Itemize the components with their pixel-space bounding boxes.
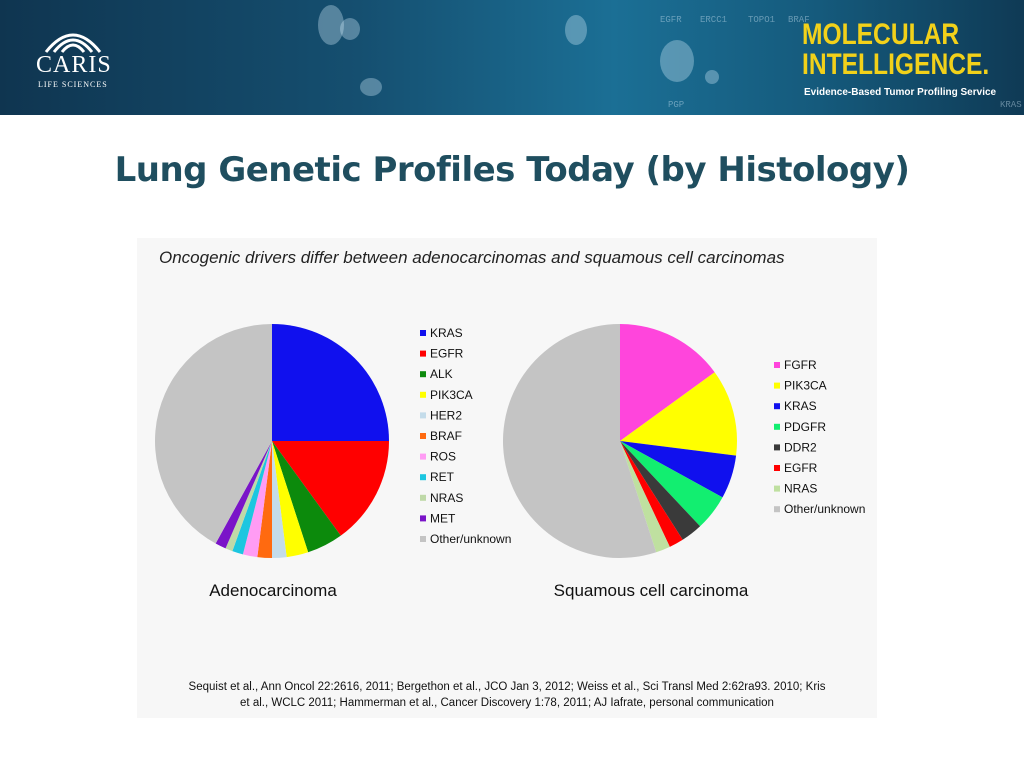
pie-slice-egfr <box>620 441 683 547</box>
legend-label: PIK3CA <box>784 379 827 393</box>
gene-label: EGFR <box>660 15 682 25</box>
legend-swatch <box>420 330 426 336</box>
pie-slice-other-unknown <box>154 324 272 544</box>
figure-caption: Oncogenic drivers differ between adenoca… <box>159 248 785 267</box>
legend-label: Other/unknown <box>784 502 865 516</box>
pie-slice-pdgfr <box>620 441 723 527</box>
legend-label: NRAS <box>784 482 817 496</box>
logo-tagline: LIFE SCIENCES <box>38 80 108 89</box>
legend-swatch <box>420 515 426 522</box>
pie-slice-fgfr <box>620 324 715 441</box>
legend-swatch <box>774 444 780 451</box>
brand-subtitle: Evidence-Based Tumor Profiling Service <box>804 87 997 98</box>
pie-slice-alk <box>272 441 341 553</box>
legend-label: KRAS <box>430 326 463 340</box>
pie-slice-ros <box>242 441 272 558</box>
pie-slice-braf <box>257 441 272 558</box>
legend-swatch <box>420 412 426 419</box>
references-line-1: Sequist et al., Ann Oncol 22:2616, 2011;… <box>188 681 826 693</box>
gene-label: ERCC1 <box>700 15 728 25</box>
pie-slice-nras <box>225 441 272 552</box>
header-banner: EGFR ERCC1 TOPO1 BRAF KRAS PGP CARIS LIF… <box>0 0 1024 115</box>
legend-label: BRAF <box>430 429 462 443</box>
legend-label: PIK3CA <box>430 388 473 402</box>
legend-swatch <box>774 403 780 410</box>
legend-label: FGFR <box>784 358 817 372</box>
pie-slice-egfr <box>272 441 389 536</box>
pie-slice-ddr2 <box>620 441 701 540</box>
legend-label: Other/unknown <box>430 532 511 546</box>
legend-swatch <box>420 536 426 542</box>
legend-label: ROS <box>430 450 456 464</box>
legend-label: MET <box>430 511 456 525</box>
pie-slice-pik3ca <box>272 441 309 558</box>
legend-label: NRAS <box>430 491 463 505</box>
brand-title-line1: MOLECULAR <box>802 18 960 51</box>
pie-slice-kras <box>272 324 389 441</box>
legend-swatch <box>420 391 426 398</box>
gene-label: PGP <box>668 100 685 110</box>
legend-swatch <box>774 465 780 471</box>
pie-slice-her2 <box>272 441 287 558</box>
brand-title-line2: INTELLIGENCE. <box>802 48 990 81</box>
legend-swatch <box>774 423 780 430</box>
legend-label: PDGFR <box>784 420 826 434</box>
pie-slice-pik3ca <box>620 372 737 456</box>
pie-slice-ret <box>232 441 272 555</box>
pie-slice-met <box>215 441 272 549</box>
slide-title: Lung Genetic Profiles Today (by Histolog… <box>114 150 910 190</box>
gene-label: KRAS <box>1000 100 1022 110</box>
pie-charts: KRAS EGFR ALK PIK3CA HER2 BRAF ROS RET NRAS MET Ot… <box>154 324 865 600</box>
pie-slice-kras <box>620 441 737 498</box>
pie-slice-other-unknown <box>503 324 657 558</box>
pie-chart-label: Squamous cell carcinoma <box>554 581 749 600</box>
legend-swatch <box>420 494 426 501</box>
logo-wordmark: CARIS <box>36 52 112 78</box>
legend-swatch <box>774 362 780 368</box>
pie-chart-label: Adenocarcinoma <box>209 581 337 600</box>
legend-swatch <box>774 382 780 389</box>
brand-title: MOLECULAR INTELLIGENCE. <box>802 20 989 80</box>
legend-swatch <box>420 453 426 460</box>
gene-label: BRAF <box>788 15 810 25</box>
legend-swatch <box>774 485 780 492</box>
caris-arc-icon <box>44 33 102 53</box>
legend-swatch <box>774 506 780 513</box>
legend-label: RET <box>430 470 455 484</box>
pie-chart-1: KRAS EGFR ALK PIK3CA HER2 BRAF ROS RET NRAS MET Ot… <box>154 324 511 600</box>
legend-swatch <box>420 474 426 481</box>
legend-label: EGFR <box>430 347 464 361</box>
legend-label: EGFR <box>784 461 818 475</box>
legend-swatch <box>420 350 426 357</box>
legend-label: DDR2 <box>784 440 817 454</box>
legend-label: KRAS <box>784 399 817 413</box>
legend-label: HER2 <box>430 408 462 422</box>
pie-slice-nras <box>620 441 670 553</box>
legend-swatch <box>420 433 426 439</box>
figure-panel: KRAS EGFR ALK PIK3CA HER2 BRAF ROS RET NRAS MET Ot… <box>137 238 877 718</box>
legend-swatch <box>420 371 426 378</box>
references: Sequist et al., Ann Oncol 22:2616, 2011;… <box>137 679 877 711</box>
legend-label: ALK <box>430 367 453 381</box>
pie-chart-2: FGFR PIK3CA KRAS PDGFR DDR2 EGFR NRAS Other/unk… <box>503 324 865 600</box>
references-line-2: et al., WCLC 2011; Hammerman et al., Can… <box>240 697 774 709</box>
gene-label: TOPO1 <box>748 15 776 25</box>
